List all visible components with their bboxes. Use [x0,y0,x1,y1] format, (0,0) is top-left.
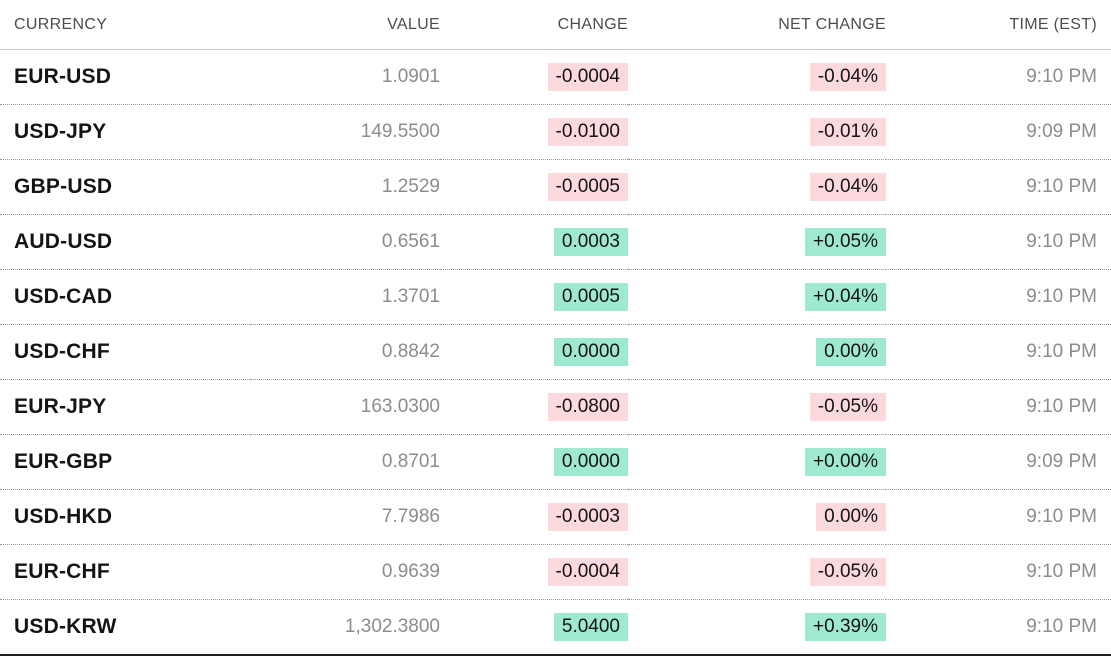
table-row: GBP-USD 1.2529 -0.0005 -0.04% 9:10 PM [0,159,1111,215]
table-row: USD-HKD 7.7986 -0.0003 0.00% 9:10 PM [0,489,1111,545]
currency-pair-cell[interactable]: EUR-CHF [0,544,250,600]
net-change-cell: +0.39% [628,599,886,655]
net-change-pill: +0.39% [805,613,886,641]
time-cell: 9:10 PM [886,544,1111,600]
table-row: EUR-USD 1.0901 -0.0004 -0.04% 9:10 PM [0,50,1111,105]
net-change-cell: -0.04% [628,159,886,215]
change-cell: -0.0004 [440,544,628,600]
value-cell: 1.2529 [250,159,440,215]
change-pill: -0.0100 [547,118,628,146]
column-header-time: TIME (EST) [886,0,1111,50]
time-cell: 9:10 PM [1026,66,1097,87]
net-change-pill: 0.00% [816,503,886,531]
currency-pair-cell[interactable]: EUR-JPY [0,379,250,435]
column-header-change: CHANGE [440,0,628,50]
change-cell: 0.0005 [440,269,628,325]
change-cell: -0.0100 [440,104,628,160]
time-cell: 9:09 PM [886,434,1111,490]
column-header-net-change: NET CHANGE [628,0,886,50]
change-pill: -0.0004 [547,558,628,586]
currency-pair-cell[interactable]: GBP-USD [0,159,250,215]
net-change-cell: 0.00% [628,324,886,380]
change-cell: -0.0003 [440,489,628,545]
net-change-pill: +0.00% [805,448,886,476]
net-change-pill: +0.04% [805,283,886,311]
value-cell: 1,302.3800 [250,599,440,655]
net-change-cell: 0.00% [628,489,886,545]
net-change-pill: -0.04% [809,173,886,201]
table-row: USD-CHF 0.8842 0.0000 0.00% 9:10 PM [0,324,1111,380]
change-cell: -0.0004 [440,50,628,105]
value-cell: 163.0300 [250,379,440,435]
net-change-cell: +0.00% [628,434,886,490]
column-header-currency: CURRENCY [0,0,250,50]
value-cell: 1.3701 [250,269,440,325]
value-cell: 149.5500 [250,104,440,160]
currency-pair-cell[interactable]: EUR-USD [14,65,112,88]
change-cell: 0.0003 [440,214,628,270]
change-pill: 0.0005 [553,283,628,311]
time-cell: 9:10 PM [886,489,1111,545]
change-pill: 5.0400 [553,613,628,641]
time-cell: 9:10 PM [886,379,1111,435]
table-body: EUR-USD 1.0901 -0.0004 -0.04% 9:10 PM US… [0,50,1111,655]
net-change-pill: -0.05% [809,558,886,586]
value-cell: 1.0901 [381,66,440,87]
change-pill: -0.0003 [547,503,628,531]
change-cell: 0.0000 [440,434,628,490]
change-pill: -0.0004 [547,63,628,91]
time-cell: 9:10 PM [886,214,1111,270]
time-cell: 9:10 PM [886,269,1111,325]
change-cell: 5.0400 [440,599,628,655]
net-change-cell: +0.04% [628,269,886,325]
table-row: EUR-CHF 0.9639 -0.0004 -0.05% 9:10 PM [0,544,1111,600]
header-row: CURRENCY VALUE CHANGE NET CHANGE TIME (E… [0,0,1111,50]
change-pill: 0.0000 [553,448,628,476]
net-change-pill: -0.04% [809,63,886,91]
change-pill: -0.0800 [547,393,628,421]
change-pill: 0.0003 [553,228,628,256]
time-cell: 9:10 PM [886,159,1111,215]
table-header: CURRENCY VALUE CHANGE NET CHANGE TIME (E… [0,0,1111,50]
column-header-value: VALUE [250,0,440,50]
table-row: AUD-USD 0.6561 0.0003 +0.05% 9:10 PM [0,214,1111,270]
net-change-pill: -0.01% [809,118,886,146]
net-change-cell: -0.04% [628,50,886,105]
time-cell: 9:09 PM [886,104,1111,160]
change-cell: -0.0800 [440,379,628,435]
value-cell: 0.9639 [250,544,440,600]
net-change-cell: -0.05% [628,379,886,435]
change-pill: 0.0000 [553,338,628,366]
table-row: USD-CAD 1.3701 0.0005 +0.04% 9:10 PM [0,269,1111,325]
table-row: EUR-GBP 0.8701 0.0000 +0.00% 9:09 PM [0,434,1111,490]
value-cell: 0.8701 [250,434,440,490]
currency-pair-cell[interactable]: USD-KRW [0,599,250,655]
currency-pair-cell[interactable]: AUD-USD [0,214,250,270]
value-cell: 7.7986 [250,489,440,545]
table-row: USD-JPY 149.5500 -0.0100 -0.01% 9:09 PM [0,104,1111,160]
currency-pair-cell[interactable]: EUR-GBP [0,434,250,490]
net-change-pill: 0.00% [816,338,886,366]
net-change-cell: +0.05% [628,214,886,270]
net-change-pill: +0.05% [805,228,886,256]
currency-pair-cell[interactable]: USD-JPY [0,104,250,160]
net-change-cell: -0.05% [628,544,886,600]
change-cell: 0.0000 [440,324,628,380]
net-change-cell: -0.01% [628,104,886,160]
currency-pair-cell[interactable]: USD-CAD [0,269,250,325]
table-row: USD-KRW 1,302.3800 5.0400 +0.39% 9:10 PM [0,599,1111,655]
change-cell: -0.0005 [440,159,628,215]
currency-pair-cell[interactable]: USD-HKD [0,489,250,545]
currency-pair-cell[interactable]: USD-CHF [0,324,250,380]
change-pill: -0.0005 [547,173,628,201]
time-cell: 9:10 PM [886,324,1111,380]
time-cell: 9:10 PM [886,599,1111,655]
table-row: EUR-JPY 163.0300 -0.0800 -0.05% 9:10 PM [0,379,1111,435]
net-change-pill: -0.05% [809,393,886,421]
value-cell: 0.6561 [250,214,440,270]
value-cell: 0.8842 [250,324,440,380]
